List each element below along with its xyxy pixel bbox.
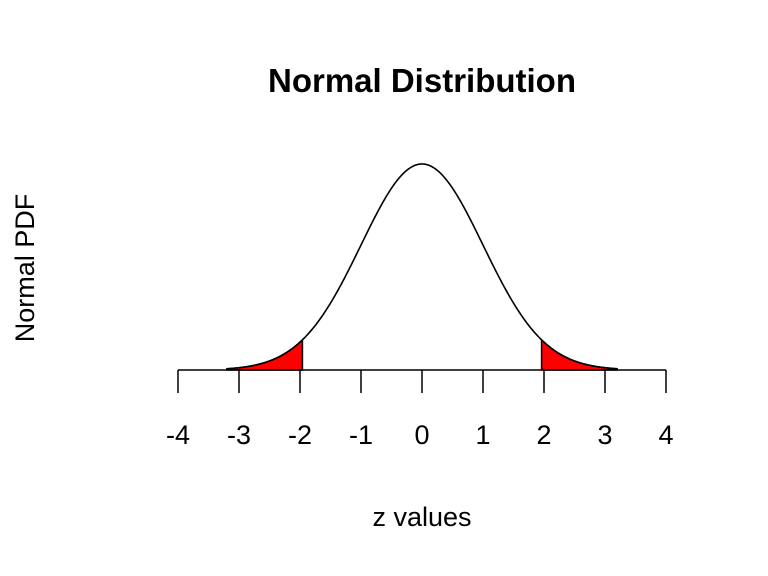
x-tick-label: 0 xyxy=(414,420,429,450)
plot-area xyxy=(226,163,618,371)
density-curve xyxy=(226,163,618,370)
x-tick-label: -1 xyxy=(349,420,373,450)
x-tick-label: -4 xyxy=(166,420,190,450)
right-tail-region xyxy=(540,338,618,371)
x-axis-ticks: -4 -3 -2 -1 0 1 2 3 4 xyxy=(166,370,674,450)
x-tick-label: -2 xyxy=(288,420,312,450)
x-tick-label: 4 xyxy=(658,420,673,450)
left-tail-region xyxy=(226,338,304,371)
chart-title: Normal Distribution xyxy=(268,62,576,99)
x-axis-label: z values xyxy=(372,502,471,532)
x-tick-label: 3 xyxy=(597,420,612,450)
x-tick-label: 1 xyxy=(475,420,490,450)
x-tick-label: 2 xyxy=(536,420,551,450)
y-axis-label: Normal PDF xyxy=(10,194,40,343)
x-tick-label: -3 xyxy=(227,420,251,450)
